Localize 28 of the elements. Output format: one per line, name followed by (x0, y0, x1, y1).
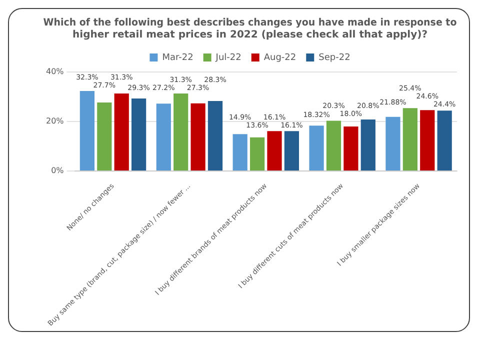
bar (97, 102, 112, 170)
y-tick-label: 40% (46, 67, 64, 76)
bar (114, 94, 129, 170)
y-tick-label: 0% (51, 166, 64, 176)
legend-label: Sep-22 (318, 52, 350, 63)
bar (190, 103, 206, 170)
legend-label: Jul-22 (214, 52, 242, 63)
bar (232, 134, 248, 170)
bar (131, 98, 146, 170)
bar (156, 104, 171, 170)
bar (437, 110, 452, 170)
bar (267, 131, 282, 170)
bar (420, 110, 435, 170)
bar (360, 120, 376, 170)
bar (344, 126, 358, 170)
bar (386, 116, 400, 170)
bar (208, 100, 223, 170)
bar (80, 91, 95, 170)
bar (326, 120, 342, 170)
legend-label: Aug-22 (264, 52, 296, 63)
legend-label: Mar-22 (162, 52, 194, 63)
bar (250, 137, 265, 170)
bar (284, 131, 299, 170)
chart-title: Which of the following best describes changes you have made in response to higher retail meat prices in 2022 (please check all that apply)? (43, 17, 458, 41)
bar (402, 108, 418, 170)
y-tick-label: 20% (46, 116, 64, 126)
bar (174, 94, 188, 170)
bar (309, 126, 324, 170)
